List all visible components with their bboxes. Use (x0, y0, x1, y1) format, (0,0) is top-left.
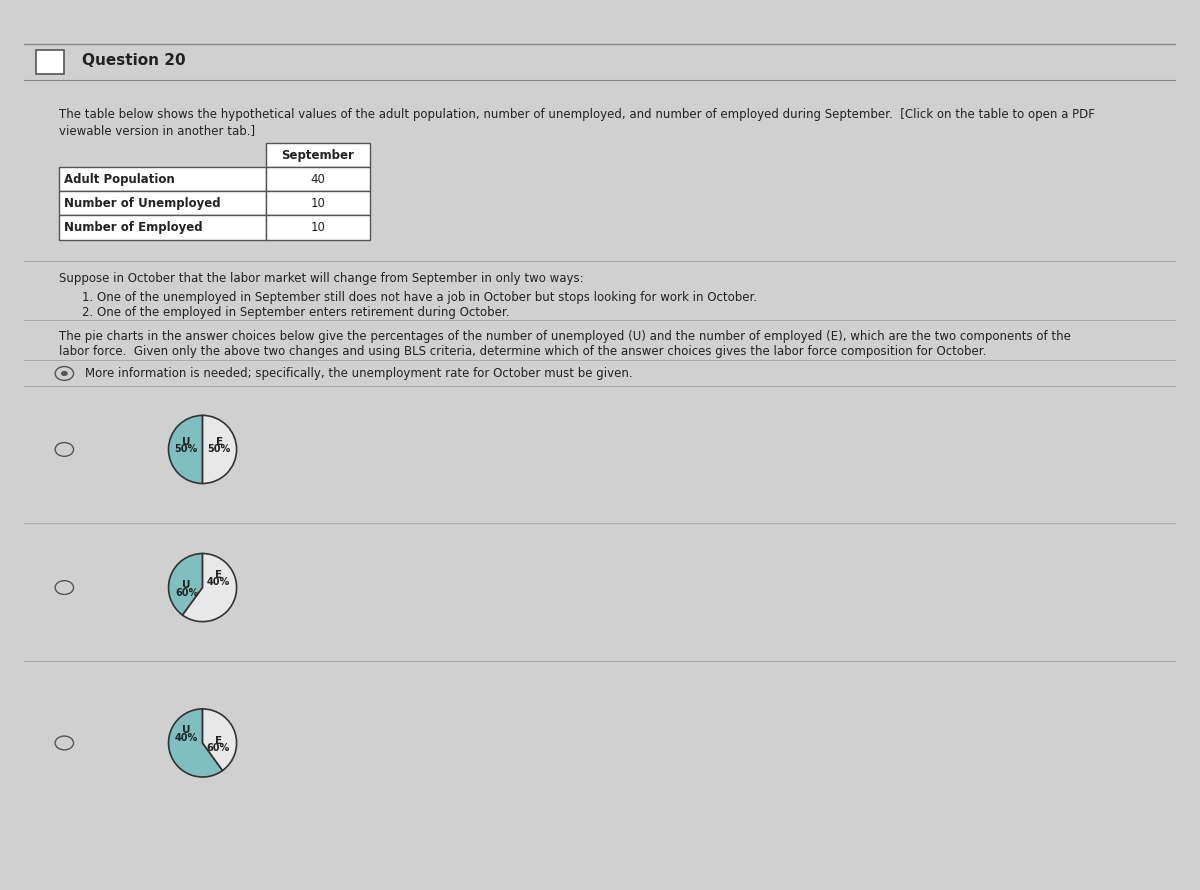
FancyBboxPatch shape (59, 167, 266, 191)
FancyBboxPatch shape (266, 167, 370, 191)
Text: Adult Population: Adult Population (65, 173, 175, 186)
Text: Suppose in October that the labor market will change from September in only two : Suppose in October that the labor market… (59, 272, 583, 286)
Text: 40%: 40% (175, 732, 198, 743)
Text: labor force.  Given only the above two changes and using BLS criteria, determine: labor force. Given only the above two ch… (59, 345, 986, 358)
FancyBboxPatch shape (266, 143, 370, 167)
Text: September: September (281, 149, 354, 162)
Text: U: U (182, 580, 191, 590)
Text: Question 20: Question 20 (82, 53, 185, 69)
Text: Number of Unemployed: Number of Unemployed (65, 197, 221, 210)
Text: E: E (215, 735, 222, 746)
FancyBboxPatch shape (266, 215, 370, 239)
FancyBboxPatch shape (36, 50, 65, 74)
Wedge shape (203, 709, 236, 771)
Text: 60%: 60% (206, 743, 230, 753)
Text: 60%: 60% (175, 587, 198, 598)
Text: U: U (181, 437, 190, 447)
Text: 40%: 40% (206, 578, 230, 587)
Text: 10: 10 (311, 197, 325, 210)
Text: 10: 10 (311, 221, 325, 234)
FancyBboxPatch shape (59, 191, 266, 215)
Wedge shape (203, 416, 236, 483)
Text: E: E (215, 570, 222, 580)
Wedge shape (182, 554, 236, 621)
Wedge shape (168, 709, 222, 777)
Text: Number of Employed: Number of Employed (65, 221, 203, 234)
Text: 1. One of the unemployed in September still does not have a job in October but s: 1. One of the unemployed in September st… (82, 291, 757, 303)
Text: The table below shows the hypothetical values of the adult population, number of: The table below shows the hypothetical v… (59, 109, 1094, 121)
Text: 2. One of the employed in September enters retirement during October.: 2. One of the employed in September ente… (82, 306, 509, 320)
Text: 50%: 50% (208, 444, 230, 455)
Circle shape (61, 371, 67, 376)
FancyBboxPatch shape (266, 191, 370, 215)
Text: The pie charts in the answer choices below give the percentages of the number of: The pie charts in the answer choices bel… (59, 330, 1070, 344)
Text: E: E (216, 437, 223, 447)
Text: 40: 40 (311, 173, 325, 186)
Text: U: U (182, 725, 191, 735)
Text: 50%: 50% (174, 444, 198, 455)
Wedge shape (168, 554, 203, 615)
Text: viewable version in another tab.]: viewable version in another tab.] (59, 124, 254, 137)
Wedge shape (168, 416, 203, 483)
FancyBboxPatch shape (59, 215, 266, 239)
Text: More information is needed; specifically, the unemployment rate for October must: More information is needed; specifically… (85, 367, 632, 380)
